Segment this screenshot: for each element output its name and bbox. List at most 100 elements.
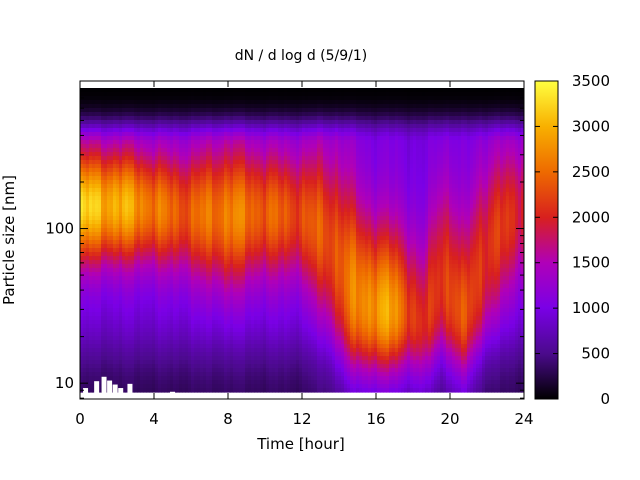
heatmap-cell <box>140 132 144 137</box>
heatmap-cell <box>368 220 372 225</box>
heatmap-cell <box>311 96 315 101</box>
heatmap-cell <box>263 156 267 161</box>
heatmap-cell <box>257 208 261 213</box>
heatmap-cell <box>137 220 141 225</box>
heatmap-cell <box>203 188 207 193</box>
heatmap-cell <box>311 140 315 145</box>
heatmap-cell <box>323 164 327 169</box>
heatmap-cell <box>344 148 348 153</box>
heatmap-cell <box>407 100 411 105</box>
heatmap-cell <box>245 196 249 201</box>
heatmap-cell <box>335 164 339 169</box>
heatmap-cell <box>269 216 273 221</box>
heatmap-cell <box>500 140 504 145</box>
heatmap-cell <box>497 152 501 157</box>
heatmap-cell <box>221 144 225 149</box>
heatmap-cell <box>356 208 360 213</box>
heatmap-cell <box>179 140 183 145</box>
heatmap-cell <box>224 212 228 217</box>
heatmap-cell <box>206 112 210 117</box>
heatmap-cell <box>488 156 492 161</box>
heatmap-cell <box>380 196 384 201</box>
heatmap-cell <box>494 144 498 149</box>
heatmap-cell <box>365 128 369 133</box>
heatmap-cell <box>206 180 210 185</box>
heatmap-cell <box>140 164 144 169</box>
heatmap-cell <box>395 132 399 137</box>
heatmap-cell <box>269 104 273 109</box>
heatmap-cell <box>239 136 243 141</box>
heatmap-cell <box>110 176 114 181</box>
heatmap-cell <box>173 196 177 201</box>
heatmap-cell <box>113 200 117 205</box>
heatmap-cell <box>101 220 105 225</box>
heatmap-cell <box>497 116 501 121</box>
heatmap-cell <box>212 152 216 157</box>
heatmap-cell <box>92 92 96 97</box>
heatmap-cell <box>206 156 210 161</box>
heatmap-cell <box>167 220 171 225</box>
heatmap-cell <box>260 116 264 121</box>
heatmap-cell <box>410 156 414 161</box>
heatmap-cell <box>233 180 237 185</box>
heatmap-cell <box>467 156 471 161</box>
heatmap-cell <box>419 152 423 157</box>
heatmap-cell <box>158 152 162 157</box>
heatmap-cell <box>236 96 240 101</box>
heatmap-cell <box>251 140 255 145</box>
heatmap-cell <box>173 164 177 169</box>
heatmap-cell <box>143 148 147 153</box>
heatmap-cell <box>194 128 198 133</box>
heatmap-cell <box>158 164 162 169</box>
heatmap-cell <box>230 192 234 197</box>
heatmap-cell <box>179 168 183 173</box>
heatmap-cell <box>506 104 510 109</box>
heatmap-cell <box>245 128 249 133</box>
heatmap-cell <box>503 184 507 189</box>
heatmap-cell <box>389 164 393 169</box>
heatmap-cell <box>134 100 138 105</box>
heatmap-cell <box>239 208 243 213</box>
heatmap-cell <box>287 104 291 109</box>
heatmap-cell <box>236 156 240 161</box>
heatmap-cell <box>287 192 291 197</box>
heatmap-cell <box>215 196 219 201</box>
heatmap-cell <box>251 216 255 221</box>
heatmap-cell <box>110 124 114 129</box>
heatmap-cell <box>407 144 411 149</box>
heatmap-cell <box>293 156 297 161</box>
heatmap-cell <box>185 204 189 209</box>
heatmap-cell <box>110 104 114 109</box>
heatmap-cell <box>197 108 201 113</box>
heatmap-cell <box>497 164 501 169</box>
heatmap-cell <box>287 120 291 125</box>
heatmap-cell <box>263 100 267 105</box>
heatmap-cell <box>455 136 459 141</box>
heatmap-cell <box>395 216 399 221</box>
heatmap-cell <box>242 180 246 185</box>
heatmap-cell <box>377 216 381 221</box>
heatmap-cell <box>149 192 153 197</box>
heatmap-cell <box>170 160 174 165</box>
heatmap-cell <box>362 124 366 129</box>
heatmap-cell <box>416 216 420 221</box>
heatmap-cell <box>206 184 210 189</box>
heatmap-cell <box>116 96 120 101</box>
heatmap-cell <box>143 92 147 97</box>
heatmap-cell <box>221 180 225 185</box>
heatmap-cell <box>251 164 255 169</box>
heatmap-cell <box>107 128 111 133</box>
heatmap-cell <box>164 192 168 197</box>
heatmap-cell <box>482 144 486 149</box>
heatmap-cell <box>416 132 420 137</box>
heatmap-cell <box>149 208 153 213</box>
heatmap-cell <box>410 220 414 225</box>
heatmap-cell <box>140 104 144 109</box>
heatmap-cell <box>326 152 330 157</box>
heatmap-cell <box>170 124 174 129</box>
heatmap-cell <box>419 124 423 129</box>
heatmap-cell <box>137 136 141 141</box>
heatmap-cell <box>344 152 348 157</box>
heatmap-cell <box>164 208 168 213</box>
heatmap-cell <box>212 212 216 217</box>
